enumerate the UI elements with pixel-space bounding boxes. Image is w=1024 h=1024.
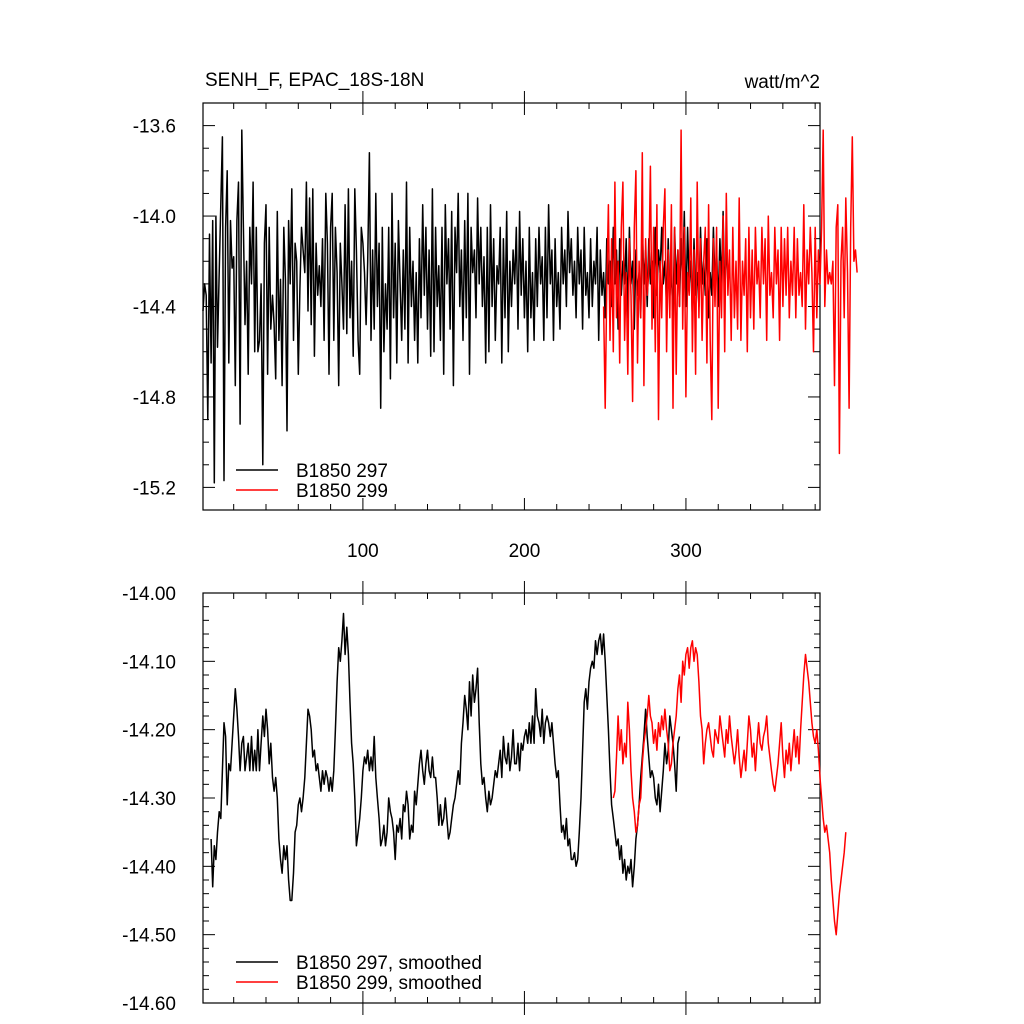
bottom-y-tick-label: -14.00 xyxy=(122,584,176,605)
top-legend-label-1: B1850 297 xyxy=(296,461,388,482)
bottom-series-line-2 xyxy=(612,640,847,936)
bottom-plot-frame xyxy=(202,592,821,1004)
bottom-legend-label-2: B1850 299, smoothed xyxy=(296,973,482,994)
bottom-y-tick-label: -14.10 xyxy=(122,652,176,673)
top-series-line-1 xyxy=(202,129,729,484)
top-y-tick-label: -13.6 xyxy=(133,117,176,138)
bottom-series-line-1 xyxy=(210,612,681,902)
top-panel: SENH_F, EPAC_18S-18N watt/m^2 -13.6 -14.0… xyxy=(133,70,858,562)
bottom-panel: -14.00 -14.10 -14.20 -14.30 -14.40 -14.50 -14.… xyxy=(122,581,847,1015)
top-y-tick-label: -15.2 xyxy=(133,478,176,499)
top-y-tick-label: -14.4 xyxy=(133,298,177,319)
top-plot-area: -13.6 -14.0 -14.4 -14.8 -15.2 100 200 300 xyxy=(133,91,858,562)
bottom-legend-label-1: B1850 297, smoothed xyxy=(296,953,482,974)
top-x-tick-label: 300 xyxy=(670,541,702,562)
top-chart-title: SENH_F, EPAC_18S-18N xyxy=(205,70,424,91)
top-y-tick-label: -14.0 xyxy=(133,207,176,228)
bottom-y-tick-label: -14.40 xyxy=(122,857,176,878)
top-legend-label-2: B1850 299 xyxy=(296,481,388,502)
top-x-tick-label: 100 xyxy=(347,541,379,562)
top-chart-units: watt/m^2 xyxy=(744,72,820,93)
top-x-tick-label: 200 xyxy=(509,541,541,562)
top-series-line-2 xyxy=(602,129,858,455)
bottom-y-tick-label: -14.60 xyxy=(122,994,176,1015)
top-y-tick-label: -14.8 xyxy=(133,388,176,409)
bottom-y-tick-label: -14.50 xyxy=(122,926,176,947)
bottom-plot-area: -14.00 -14.10 -14.20 -14.30 -14.40 -14.50 -14.… xyxy=(122,581,847,1015)
bottom-y-tick-label: -14.30 xyxy=(122,789,176,810)
bottom-y-tick-label: -14.20 xyxy=(122,721,176,742)
